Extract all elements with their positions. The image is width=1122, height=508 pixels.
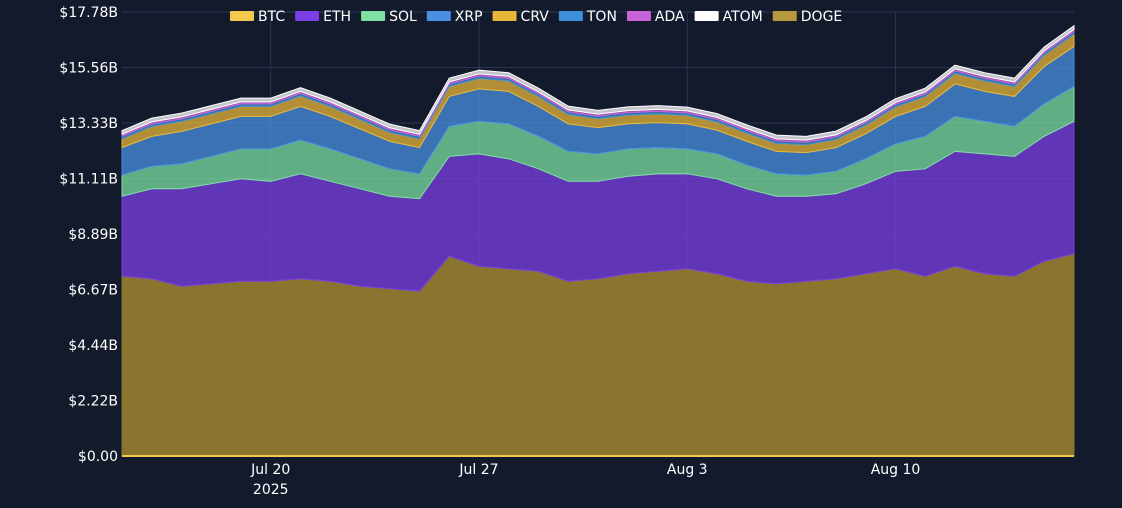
legend-label-ada: ADA — [655, 9, 685, 25]
legend-swatch-crv — [492, 11, 517, 21]
legend-swatch-btc — [230, 11, 254, 21]
legend-label-atom: ATOM — [723, 9, 763, 25]
y-tick-label: $11.11B — [59, 172, 118, 188]
area-atom — [121, 24, 1075, 141]
legend-label-btc: BTC — [258, 9, 285, 25]
x-tick-sublabel: 2025 — [253, 482, 289, 498]
x-tick-label: Jul 20 — [250, 462, 290, 478]
legend-label-eth: ETH — [323, 9, 351, 25]
area-doge — [121, 253, 1075, 457]
x-tick-label: Jul 27 — [458, 462, 498, 478]
legend-swatch-xrp — [426, 11, 451, 21]
legend-label-ton: TON — [586, 9, 617, 25]
legend-swatch-ton — [558, 11, 583, 21]
y-tick-label: $4.44B — [68, 338, 118, 354]
y-tick-label: $6.67B — [68, 283, 118, 299]
y-tick-label: $0.00 — [78, 449, 118, 465]
x-tick-label: Aug 3 — [667, 462, 708, 478]
y-tick-label: $13.33B — [59, 116, 118, 132]
legend-swatch-atom — [694, 11, 719, 21]
legend-label-doge: DOGE — [801, 9, 843, 25]
legend-label-xrp: XRP — [455, 9, 483, 25]
legend-swatch-eth — [295, 11, 320, 21]
y-tick-label: $2.22B — [68, 394, 118, 410]
legend-swatch-doge — [772, 11, 797, 21]
legend-swatch-ada — [626, 11, 651, 21]
y-tick-label: $8.89B — [68, 227, 118, 243]
x-tick-label: Aug 10 — [871, 462, 921, 478]
y-tick-label: $15.56B — [59, 61, 118, 77]
legend-swatch-sol — [361, 11, 386, 21]
legend-label-crv: CRV — [521, 9, 550, 25]
legend-label-sol: SOL — [389, 9, 417, 25]
y-tick-label: $17.78B — [59, 5, 118, 21]
